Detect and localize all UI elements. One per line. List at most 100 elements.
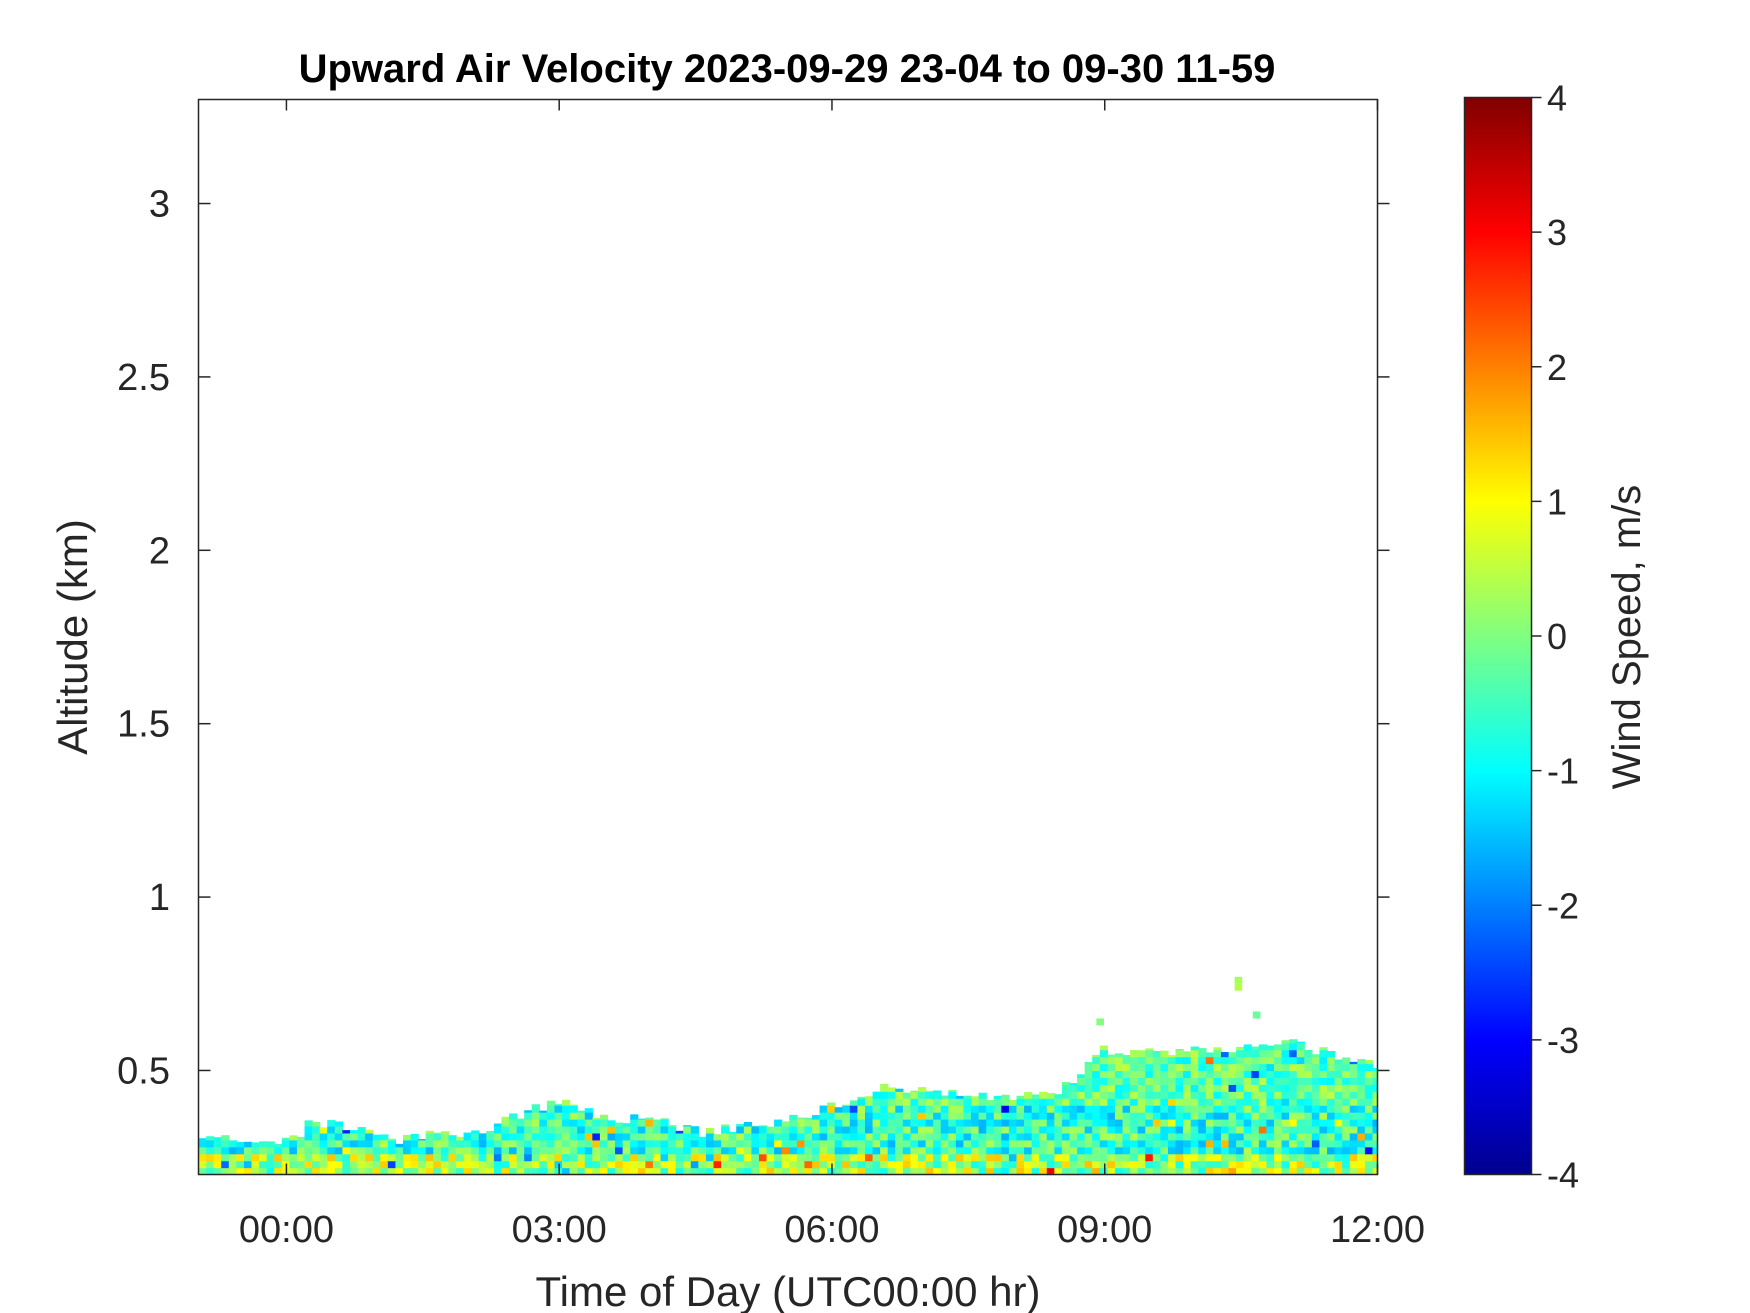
heatmap-cell xyxy=(1107,1125,1116,1134)
heatmap-cell xyxy=(887,1087,896,1092)
heatmap-cell xyxy=(1099,1077,1108,1085)
heatmap-cell xyxy=(471,1160,480,1169)
heatmap-cell xyxy=(1349,1112,1358,1120)
heatmap-cell xyxy=(296,1146,306,1155)
heatmap-cell xyxy=(1281,1146,1290,1155)
heatmap-cell xyxy=(546,1146,556,1155)
heatmap-cell xyxy=(592,1153,601,1162)
heatmap-cell xyxy=(456,1153,465,1162)
heatmap-cell xyxy=(1107,1070,1116,1079)
heatmap-cell xyxy=(524,1167,533,1176)
heatmap-cell xyxy=(1289,1049,1298,1058)
heatmap-cell xyxy=(1213,1139,1222,1148)
heatmap-cell xyxy=(1069,1132,1078,1141)
heatmap-cell xyxy=(1357,1167,1366,1176)
heatmap-cell xyxy=(1084,1160,1093,1169)
heatmap-cell xyxy=(562,1160,571,1169)
heatmap-cell xyxy=(1152,1139,1161,1148)
heatmap-cell xyxy=(1334,1153,1343,1162)
heatmap-cell xyxy=(274,1167,283,1176)
heatmap-cell xyxy=(296,1167,306,1176)
heatmap-cell xyxy=(668,1125,677,1127)
heatmap-cell xyxy=(895,1098,904,1106)
heatmap-cell xyxy=(751,1153,760,1162)
heatmap-cell xyxy=(1016,1139,1025,1148)
heatmap-cell xyxy=(531,1139,540,1148)
heatmap-cell xyxy=(463,1153,472,1162)
heatmap-cell xyxy=(1031,1098,1040,1106)
heatmap-cell xyxy=(1145,1167,1154,1176)
heatmap-cell xyxy=(1266,1105,1275,1113)
heatmap-cell xyxy=(796,1132,806,1141)
heatmap-cell xyxy=(1266,1132,1275,1141)
heatmap-cell xyxy=(963,1132,972,1141)
heatmap-cell xyxy=(1236,1132,1245,1141)
heatmap-cell xyxy=(1130,1146,1139,1155)
heatmap-cell xyxy=(1160,1112,1169,1120)
heatmap-cell xyxy=(827,1132,836,1141)
heatmap-cell xyxy=(857,1146,866,1155)
colorbar-tick-label: 4 xyxy=(1547,78,1567,119)
heatmap-cell xyxy=(1342,1132,1351,1141)
heatmap-cell xyxy=(1281,1056,1290,1065)
heatmap-cell xyxy=(569,1132,578,1141)
heatmap-cell xyxy=(842,1132,851,1141)
heatmap-cell xyxy=(1114,1091,1124,1099)
heatmap-cell xyxy=(1008,1153,1018,1162)
heatmap-cell xyxy=(940,1146,949,1155)
heatmap-cell xyxy=(1273,1105,1283,1113)
heatmap-cell xyxy=(933,1091,942,1099)
heatmap-cell xyxy=(1167,1139,1177,1148)
heatmap-cell xyxy=(1296,1056,1305,1065)
heatmap-cell xyxy=(493,1167,503,1176)
heatmap-cell xyxy=(880,1146,889,1155)
heatmap-cell xyxy=(1296,1105,1305,1113)
heatmap-cell xyxy=(554,1112,563,1120)
heatmap-cell xyxy=(471,1146,480,1155)
heatmap-cell xyxy=(592,1160,601,1169)
heatmap-cell xyxy=(698,1139,707,1148)
heatmap-cell xyxy=(971,1139,980,1148)
heatmap-cell xyxy=(1198,1112,1207,1120)
heatmap-cell xyxy=(372,1134,381,1141)
heatmap-cell xyxy=(865,1105,874,1113)
heatmap-cell xyxy=(1372,1146,1379,1155)
heatmap-cell xyxy=(622,1153,631,1162)
heatmap-cell xyxy=(1152,1160,1161,1169)
y-tick-label: 1 xyxy=(149,877,170,919)
heatmap-cell xyxy=(789,1146,798,1155)
heatmap-cell xyxy=(1296,1063,1305,1072)
heatmap-cell xyxy=(1213,1056,1222,1065)
heatmap-cell xyxy=(493,1139,503,1148)
heatmap-cell xyxy=(1092,1119,1101,1127)
heatmap-cell xyxy=(819,1105,828,1113)
heatmap-cell xyxy=(1092,1167,1101,1176)
heatmap-cell xyxy=(501,1167,510,1176)
heatmap-cell xyxy=(1228,1098,1237,1106)
heatmap-cell xyxy=(910,1167,919,1176)
heatmap-cell xyxy=(1190,1063,1199,1072)
heatmap-cell xyxy=(880,1084,889,1092)
heatmap-cell xyxy=(925,1153,934,1162)
heatmap-cell xyxy=(645,1119,654,1127)
heatmap-cell xyxy=(599,1146,609,1155)
heatmap-cell xyxy=(425,1132,434,1141)
heatmap-cell xyxy=(1364,1146,1374,1155)
heatmap-cell xyxy=(1296,1167,1305,1176)
heatmap-cell xyxy=(478,1139,487,1148)
heatmap-cell xyxy=(1205,1112,1214,1120)
heatmap-cell xyxy=(758,1167,768,1176)
heatmap-cell xyxy=(1266,1146,1275,1155)
heatmap-cell xyxy=(1304,1105,1313,1113)
heatmap-cell xyxy=(304,1139,313,1148)
heatmap-cell xyxy=(456,1146,465,1155)
heatmap-cell xyxy=(1319,1160,1328,1169)
heatmap-cell xyxy=(1077,1125,1086,1134)
heatmap-cell xyxy=(705,1127,715,1134)
heatmap-cell xyxy=(1213,1146,1222,1155)
heatmap-cell xyxy=(683,1153,692,1162)
heatmap-cell xyxy=(758,1146,768,1155)
heatmap-cell xyxy=(1273,1119,1283,1127)
heatmap-cell xyxy=(963,1125,972,1134)
heatmap-cell xyxy=(584,1146,593,1155)
